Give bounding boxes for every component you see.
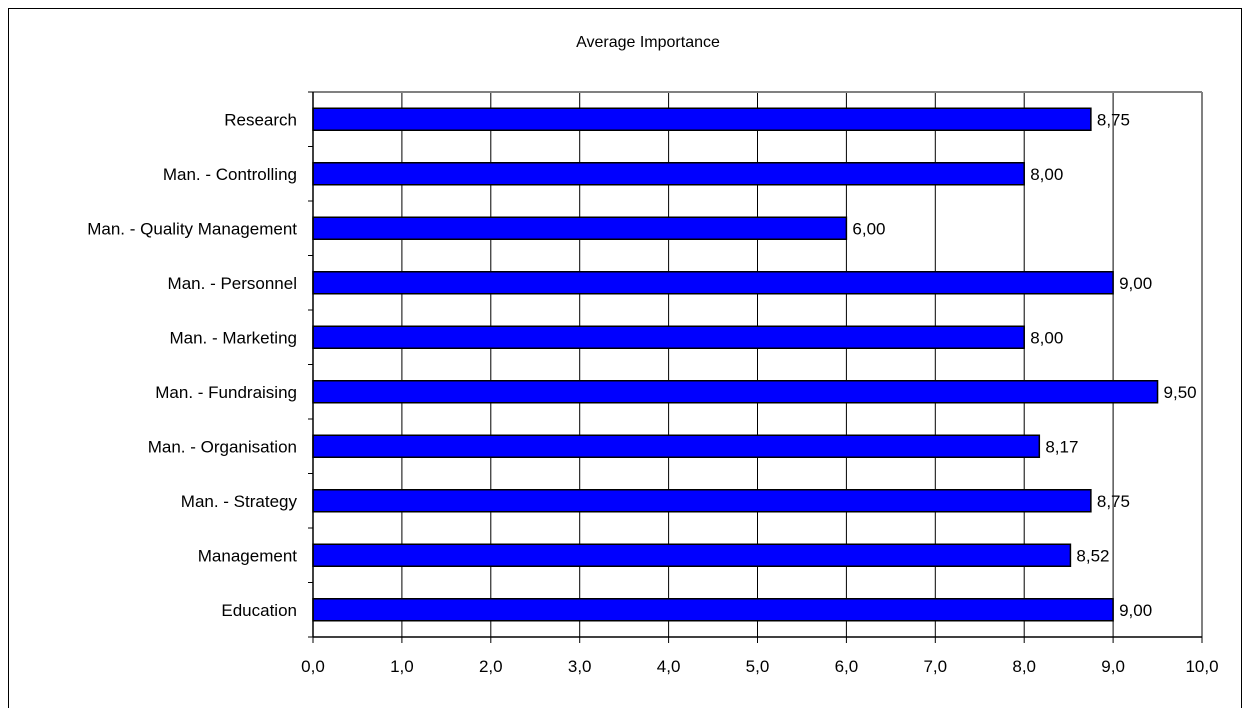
data-label: 8,75: [1097, 492, 1130, 511]
category-label: Research: [224, 110, 297, 129]
data-label: 6,00: [852, 219, 885, 238]
bar: [312, 380, 1159, 404]
category-label: Man. - Marketing: [169, 328, 297, 347]
category-label: Man. - Quality Management: [87, 219, 297, 238]
bars: [312, 107, 1159, 622]
x-tick-label: 5,0: [746, 657, 770, 676]
category-label: Management: [198, 546, 298, 565]
bar: [312, 543, 1072, 567]
data-label: 8,17: [1045, 437, 1078, 456]
bar: [312, 107, 1092, 131]
category-label: Education: [221, 601, 297, 620]
data-label: 9,50: [1164, 383, 1197, 402]
x-tick-label: 7,0: [923, 657, 947, 676]
category-label: Man. - Organisation: [148, 437, 297, 456]
bar: [312, 216, 848, 240]
x-tick-label: 0,0: [301, 657, 325, 676]
x-tick-label: 9,0: [1101, 657, 1125, 676]
category-label: Man. - Personnel: [168, 274, 297, 293]
x-tick-label: 4,0: [657, 657, 681, 676]
data-label: 8,52: [1076, 546, 1109, 565]
bar: [312, 271, 1114, 295]
category-label: Man. - Strategy: [181, 492, 298, 511]
category-label: Man. - Controlling: [163, 165, 297, 184]
data-label: 9,00: [1119, 601, 1152, 620]
bar: [312, 598, 1114, 622]
bar: [312, 489, 1092, 513]
category-label: Man. - Fundraising: [155, 383, 297, 402]
bar: [312, 434, 1041, 458]
x-tick-label: 2,0: [479, 657, 503, 676]
data-label: 8,00: [1030, 165, 1063, 184]
data-label: 9,00: [1119, 274, 1152, 293]
x-tick-label: 8,0: [1012, 657, 1036, 676]
chart-frame: [8, 8, 1242, 708]
axes: [308, 91, 1203, 643]
bar: [312, 325, 1025, 349]
chart-title: Average Importance: [576, 34, 720, 51]
data-label: 8,00: [1030, 328, 1063, 347]
x-tick-label: 10,0: [1185, 657, 1218, 676]
data-label: 8,75: [1097, 110, 1130, 129]
labels: 8,75 Research 8,00 Man. - Controlling 6,00 Ma…: [87, 110, 1218, 676]
x-tick-label: 1,0: [390, 657, 414, 676]
x-tick-label: 3,0: [568, 657, 592, 676]
bar: [312, 162, 1025, 186]
x-tick-label: 6,0: [835, 657, 859, 676]
